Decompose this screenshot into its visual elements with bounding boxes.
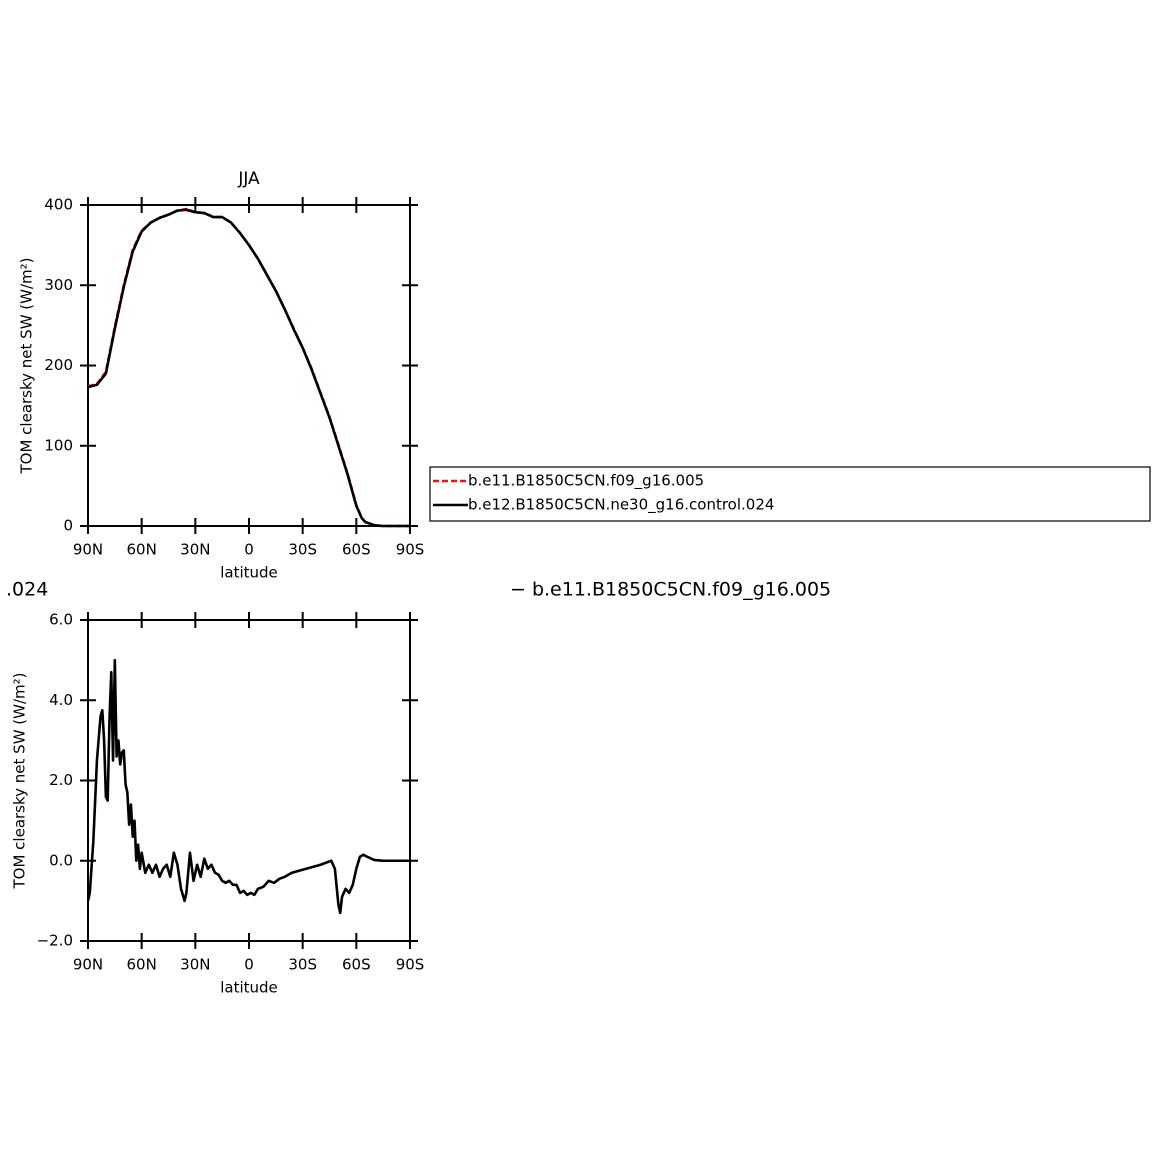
y-axis-label: TOM clearsky net SW (W/m²) [18, 257, 36, 474]
x-tick-label: 60N [127, 956, 157, 974]
x-tick-label: 30N [180, 956, 210, 974]
y-axis-label: TOM clearsky net SW (W/m²) [11, 672, 29, 889]
y-tick-label: 100 [44, 436, 73, 454]
data-line [87, 207, 410, 528]
y-tick-label: 4.0 [49, 691, 73, 709]
plot-frame [87, 619, 411, 942]
x-tick-label: 90S [396, 541, 425, 559]
y-tick-label: 400 [44, 196, 73, 214]
plot-frame [87, 204, 411, 527]
legend-label: b.e12.B1850C5CN.ne30_g16.control.024 [468, 496, 774, 515]
x-tick-label: 90N [73, 956, 103, 974]
x-axis-label: latitude [220, 979, 278, 997]
chart-title: JJA [237, 169, 260, 189]
y-tick-label: 0 [63, 517, 73, 535]
x-tick-label: 0 [244, 541, 254, 559]
x-tick-label: 90S [396, 956, 425, 974]
legend: b.e11.B1850C5CN.f09_g16.005 b.e12.B1850C5… [429, 466, 1151, 522]
x-tick-label: 60S [342, 541, 371, 559]
x-tick-label: 60S [342, 956, 371, 974]
x-tick-label: 30S [288, 956, 317, 974]
x-axis-label: latitude [220, 564, 278, 582]
y-tick-label: 6.0 [49, 611, 73, 629]
annotation: − b.e11.B1850C5CN.f09_g16.005 [510, 579, 831, 601]
y-tick-label: 0.0 [49, 851, 73, 869]
x-tick-label: 60N [127, 541, 157, 559]
legend-box [429, 466, 1151, 522]
legend-label: b.e11.B1850C5CN.f09_g16.005 [468, 472, 704, 491]
x-tick-label: 30N [180, 541, 210, 559]
y-tick-label: 200 [44, 356, 73, 374]
y-tick-label: 300 [44, 276, 73, 294]
y-tick-label: 2.0 [49, 771, 73, 789]
x-tick-label: 0 [244, 956, 254, 974]
x-tick-label: 90N [73, 541, 103, 559]
data-line [86, 658, 410, 915]
y-tick-label: −2.0 [37, 932, 73, 950]
annotation: .024 [6, 579, 48, 601]
data-line [87, 208, 410, 528]
x-tick-label: 30S [288, 541, 317, 559]
